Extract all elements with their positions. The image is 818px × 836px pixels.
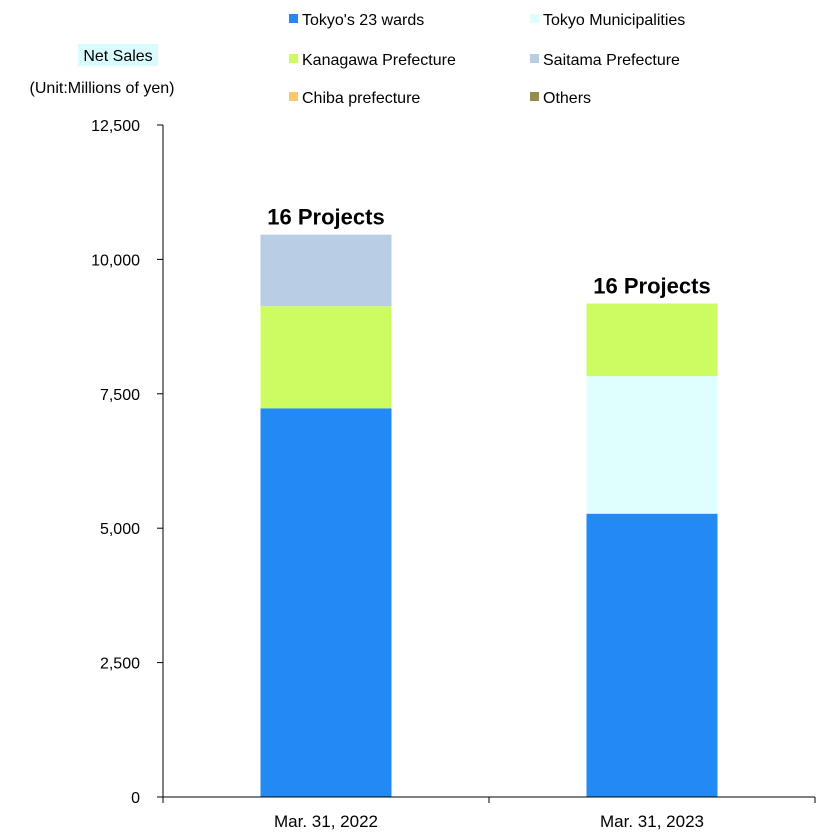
legend-swatch [530, 92, 539, 101]
bar-segment-tokyo-s-23-wards [260, 408, 392, 797]
ylabel-highlight [78, 44, 158, 66]
x-tick-label: Mar. 31, 2023 [600, 812, 704, 831]
y-tick-label: 12,500 [91, 118, 140, 135]
bars: 16 Projects 16 Projects [260, 205, 718, 797]
legend-swatch [530, 14, 539, 23]
y-tick-label: 0 [131, 790, 140, 807]
bar-segment-saitama-prefecture [260, 234, 392, 307]
bar-segment-kanagawa-prefecture [260, 306, 392, 409]
legend-swatch [289, 14, 298, 23]
bar-total-label: 16 Projects [593, 273, 710, 298]
bar-segment-tokyo-municipalities [586, 376, 718, 514]
legend-label: Tokyo Municipalities [543, 12, 685, 29]
y-axis-title: Net Sales [83, 48, 152, 65]
legend: Tokyo's 23 wards Tokyo Municipalities Kana… [289, 12, 685, 107]
legend-label: Tokyo's 23 wards [302, 12, 424, 29]
y-axis: 0 2,500 5,000 7,500 10,000 12,500 [91, 118, 164, 807]
legend-label: Saitama Prefecture [543, 52, 680, 69]
legend-swatch [530, 54, 539, 63]
bar-segment-tokyo-s-23-wards [586, 513, 718, 797]
bar-segment-kanagawa-prefecture [586, 303, 718, 377]
bar-total-label: 16 Projects [267, 205, 384, 230]
y-tick-label: 2,500 [100, 656, 140, 673]
legend-label: Kanagawa Prefecture [302, 52, 456, 69]
x-tick-label: Mar. 31, 2022 [274, 812, 378, 831]
y-tick-label: 5,000 [100, 521, 140, 538]
legend-swatch [289, 92, 298, 101]
legend-label: Chiba prefecture [302, 90, 420, 107]
x-axis: Mar. 31, 2022 Mar. 31, 2023 [162, 796, 816, 831]
y-tick-label: 7,500 [100, 387, 140, 404]
y-axis-unit: (Unit:Millions of yen) [30, 80, 175, 97]
y-tick-label: 10,000 [91, 252, 140, 269]
legend-swatch [289, 54, 298, 63]
legend-label: Others [543, 90, 591, 107]
